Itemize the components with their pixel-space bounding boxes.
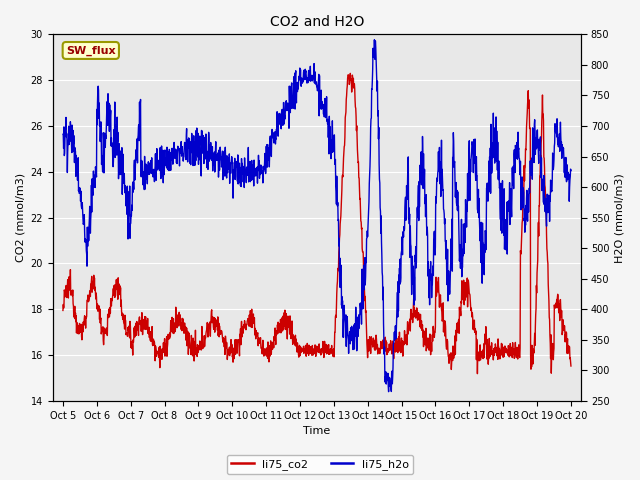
li75_h2o [294, 86, 302, 92]
Y-axis label: CO2 (mmol/m3): CO2 (mmol/m3) [15, 173, 25, 262]
li75_h2o [275, 112, 282, 118]
li75_co2 [285, 320, 293, 326]
Legend: li75_co2, li75_h2o: li75_co2, li75_h2o [227, 455, 413, 474]
li75_co2 [567, 363, 575, 369]
li75_h2o [567, 168, 575, 173]
Title: CO2 and H2O: CO2 and H2O [269, 15, 364, 29]
Y-axis label: H2O (mmol/m3): H2O (mmol/m3) [615, 173, 625, 263]
Line: li75_h2o: li75_h2o [63, 40, 571, 392]
li75_h2o [59, 132, 67, 137]
li75_co2 [294, 344, 302, 349]
li75_co2 [119, 316, 127, 322]
li75_co2 [349, 72, 356, 78]
li75_h2o [348, 325, 356, 331]
li75_co2 [474, 371, 481, 376]
Text: SW_flux: SW_flux [66, 45, 116, 56]
li75_h2o [385, 389, 392, 395]
li75_h2o [371, 37, 378, 43]
li75_co2 [99, 324, 106, 330]
X-axis label: Time: Time [303, 426, 331, 436]
li75_co2 [275, 322, 282, 327]
Line: li75_co2: li75_co2 [63, 73, 571, 373]
li75_co2 [59, 308, 67, 313]
li75_h2o [285, 125, 293, 131]
li75_h2o [99, 159, 106, 165]
li75_h2o [119, 151, 127, 157]
li75_co2 [346, 71, 354, 76]
